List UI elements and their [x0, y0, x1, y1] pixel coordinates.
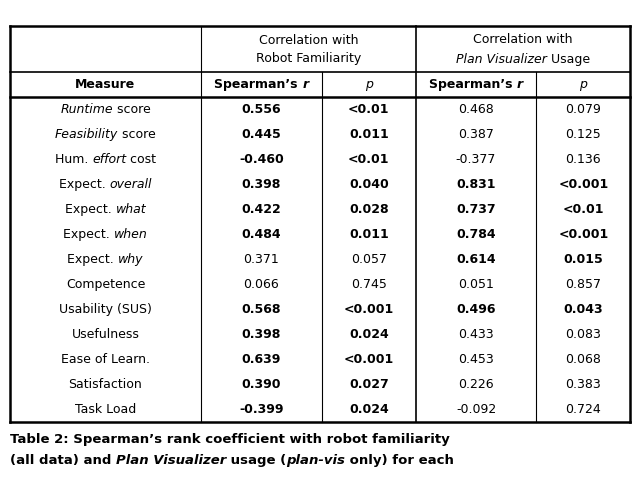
- Text: Runtime: Runtime: [60, 103, 113, 117]
- Text: 0.057: 0.057: [351, 253, 387, 266]
- Text: 0.453: 0.453: [458, 353, 494, 366]
- Text: Table 2: Spearman’s rank coefficient with robot familiarity: Table 2: Spearman’s rank coefficient wit…: [10, 433, 449, 446]
- Text: Expect.: Expect.: [63, 228, 114, 241]
- Text: Competence: Competence: [66, 278, 145, 291]
- Bar: [10, 26, 630, 422]
- Text: 0.125: 0.125: [565, 128, 601, 142]
- Text: 0.568: 0.568: [242, 303, 281, 316]
- Text: only) for each: only) for each: [345, 454, 454, 468]
- Text: Expect.: Expect.: [65, 203, 116, 216]
- Text: 0.011: 0.011: [349, 228, 388, 241]
- Text: Ease of Learn.: Ease of Learn.: [61, 353, 150, 366]
- Text: 0.387: 0.387: [458, 128, 494, 142]
- Text: <0.001: <0.001: [344, 353, 394, 366]
- Text: (all data) and: (all data) and: [10, 454, 116, 468]
- Text: Correlation with: Correlation with: [474, 33, 573, 46]
- Text: score: score: [118, 128, 156, 142]
- Text: <0.01: <0.01: [348, 153, 390, 167]
- Text: Task Load: Task Load: [75, 403, 136, 416]
- Text: 0.136: 0.136: [566, 153, 601, 167]
- Text: Expect.: Expect.: [59, 178, 109, 192]
- Text: 0.383: 0.383: [565, 378, 601, 391]
- Text: 0.398: 0.398: [242, 178, 281, 192]
- Text: <0.01: <0.01: [348, 103, 390, 117]
- Text: overall: overall: [109, 178, 152, 192]
- Text: 0.024: 0.024: [349, 328, 388, 341]
- Text: 0.556: 0.556: [242, 103, 282, 117]
- Text: p: p: [365, 78, 372, 91]
- Text: 0.831: 0.831: [456, 178, 496, 192]
- Text: <0.01: <0.01: [563, 203, 604, 216]
- Text: 0.051: 0.051: [458, 278, 494, 291]
- Text: -0.460: -0.460: [239, 153, 284, 167]
- Text: 0.433: 0.433: [458, 328, 494, 341]
- Text: 0.226: 0.226: [458, 378, 494, 391]
- Text: Feasibility: Feasibility: [55, 128, 118, 142]
- Text: r: r: [517, 78, 523, 91]
- Text: 0.027: 0.027: [349, 378, 388, 391]
- Text: <0.001: <0.001: [344, 303, 394, 316]
- Text: 0.068: 0.068: [565, 353, 601, 366]
- Text: 0.468: 0.468: [458, 103, 494, 117]
- Text: plan-vis: plan-vis: [286, 454, 345, 468]
- Text: Plan Visualizer: Plan Visualizer: [116, 454, 226, 468]
- Text: 0.496: 0.496: [456, 303, 496, 316]
- Text: what: what: [116, 203, 146, 216]
- Text: -0.377: -0.377: [456, 153, 496, 167]
- Text: 0.398: 0.398: [242, 328, 281, 341]
- Text: 0.024: 0.024: [349, 403, 388, 416]
- Text: -0.399: -0.399: [239, 403, 284, 416]
- Text: Usability (SUS): Usability (SUS): [59, 303, 152, 316]
- Text: 0.083: 0.083: [565, 328, 601, 341]
- Text: 0.066: 0.066: [244, 278, 280, 291]
- Text: 0.028: 0.028: [349, 203, 388, 216]
- Text: 0.724: 0.724: [565, 403, 601, 416]
- Text: 0.614: 0.614: [456, 253, 496, 266]
- Text: Plan Visualizer: Plan Visualizer: [456, 53, 547, 66]
- Text: Expect.: Expect.: [67, 253, 118, 266]
- Text: 0.745: 0.745: [351, 278, 387, 291]
- Text: 0.371: 0.371: [244, 253, 280, 266]
- Text: <0.001: <0.001: [558, 178, 609, 192]
- Text: 0.079: 0.079: [565, 103, 601, 117]
- Text: Hum.: Hum.: [55, 153, 92, 167]
- Text: r: r: [302, 78, 308, 91]
- Text: Measure: Measure: [76, 78, 136, 91]
- Text: effort: effort: [92, 153, 126, 167]
- Text: Usefulness: Usefulness: [72, 328, 140, 341]
- Text: p: p: [579, 78, 588, 91]
- Text: Spearman’s: Spearman’s: [214, 78, 302, 91]
- Text: 0.390: 0.390: [242, 378, 281, 391]
- Text: Usage: Usage: [547, 53, 590, 66]
- Text: 0.484: 0.484: [242, 228, 282, 241]
- Text: 0.857: 0.857: [565, 278, 601, 291]
- Text: 0.015: 0.015: [563, 253, 603, 266]
- Text: score: score: [113, 103, 150, 117]
- Text: Correlation with
Robot Familiarity: Correlation with Robot Familiarity: [256, 34, 361, 65]
- Text: 0.043: 0.043: [563, 303, 603, 316]
- Text: 0.784: 0.784: [456, 228, 496, 241]
- Text: cost: cost: [126, 153, 156, 167]
- Text: Satisfaction: Satisfaction: [68, 378, 142, 391]
- Text: 0.040: 0.040: [349, 178, 388, 192]
- Text: -0.092: -0.092: [456, 403, 496, 416]
- Text: when: when: [114, 228, 148, 241]
- Text: 0.737: 0.737: [456, 203, 496, 216]
- Text: usage (: usage (: [226, 454, 286, 468]
- Text: Spearman’s: Spearman’s: [429, 78, 517, 91]
- Text: 0.639: 0.639: [242, 353, 281, 366]
- Text: <0.001: <0.001: [558, 228, 609, 241]
- Text: 0.445: 0.445: [242, 128, 282, 142]
- Text: 0.422: 0.422: [242, 203, 282, 216]
- Text: 0.011: 0.011: [349, 128, 388, 142]
- Text: why: why: [118, 253, 143, 266]
